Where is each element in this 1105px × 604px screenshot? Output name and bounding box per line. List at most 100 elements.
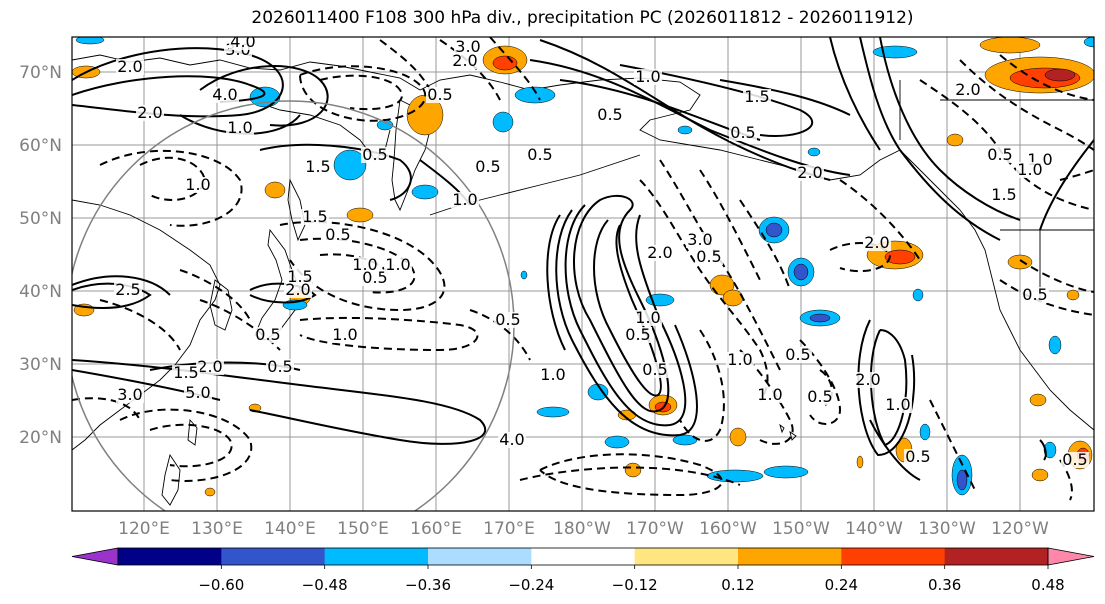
contour-label: 4.0 [212, 85, 237, 104]
colorbar-outline [117, 547, 1049, 566]
contour-label: 0.5 [625, 325, 650, 344]
contour-label-bg [1021, 287, 1049, 303]
contour-label: 1.5 [305, 157, 330, 176]
contour-label-bg [184, 177, 212, 193]
contour-label-bg [324, 227, 352, 243]
contour-label: 0.5 [325, 225, 350, 244]
contour-label: 2.0 [285, 280, 310, 299]
contour-label-bg [854, 372, 882, 388]
contour-label-bg [426, 87, 454, 103]
contour-label: 1.0 [727, 350, 752, 369]
contour-label: 1.0 [1017, 160, 1042, 179]
contour-label: 1.0 [332, 325, 357, 344]
contour-label-bg [526, 147, 554, 163]
longitude-label: 120°E [118, 519, 170, 539]
contour-label: 1.0 [757, 385, 782, 404]
contour-labels: 3.04.02.03.02.02.04.01.01.50.50.51.01.01… [114, 37, 1089, 469]
colorbar-segment [118, 548, 222, 565]
longitude-label: 140°W [845, 519, 903, 539]
colorbar-tick-label: −0.36 [405, 576, 451, 594]
contour-label-bg [384, 257, 412, 273]
contour-label-bg [806, 389, 834, 405]
contour-label: 2.0 [864, 233, 889, 252]
contour-label-bg [1061, 452, 1089, 468]
map-area [72, 37, 1094, 511]
colorbar-segment [634, 548, 739, 565]
contour-label-bg [196, 359, 224, 375]
latitude-label: 70°N [19, 63, 62, 83]
contour-label-bg [634, 69, 662, 85]
contour-label-bg [695, 249, 723, 265]
contour-label-bg [211, 87, 239, 103]
contour-label-bg [361, 147, 389, 163]
contour-label-bg [756, 387, 784, 403]
contour-label: 1.0 [635, 67, 660, 86]
contour-label-bg [304, 159, 332, 175]
contour-label-bg [884, 397, 912, 413]
contour-label-bg [331, 327, 359, 343]
longitude-label: 160°W [699, 519, 757, 539]
colorbar-segment [221, 548, 326, 565]
longitude-label: 130°E [191, 519, 243, 539]
contour-label: 2.5 [115, 280, 140, 299]
latitude-label: 40°N [19, 282, 62, 302]
contour-label-bg [351, 257, 379, 273]
contour-label-bg [451, 192, 479, 208]
colorbar-extend-low [71, 547, 119, 566]
contour-label-bg [784, 347, 812, 363]
contour-label: 2.0 [797, 163, 822, 182]
contour-label: 0.5 [255, 325, 280, 344]
contour-label-bg [990, 187, 1018, 203]
contour-label-bg [596, 107, 624, 123]
contour-label-bg [172, 365, 200, 381]
longitude-label: 170°W [626, 519, 684, 539]
contour-label-bg [624, 327, 652, 343]
contour-label: 1.0 [385, 255, 410, 274]
contour-label: 0.5 [1022, 285, 1047, 304]
contour-label: 0.5 [987, 145, 1012, 164]
contour-label-bg [729, 125, 757, 141]
latitude-label: 60°N [19, 136, 62, 156]
contour-label: 0.5 [696, 247, 721, 266]
dashed-contours [72, 37, 1094, 501]
contour-label: 1.0 [227, 118, 252, 137]
precipitation-fills [72, 37, 1094, 497]
contour-label-bg [726, 352, 754, 368]
contour-label: 1.0 [185, 175, 210, 194]
contour-label: 0.5 [597, 105, 622, 124]
colorbar-segment [428, 548, 532, 565]
colorbar-extend-high [1047, 547, 1095, 566]
colorbar-tick-label: 0.36 [928, 576, 961, 594]
contour-label: 3.0 [117, 385, 142, 404]
contour-label: 0.5 [905, 447, 930, 466]
colorbar-tick-label: 0.48 [1031, 576, 1064, 594]
contour-label-bg [116, 387, 144, 403]
colorbar: −0.60 −0.48 −0.36 −0.24 −0.12 0.12 0.24 0.36 0.4… [71, 547, 1095, 594]
colorbar-segment [841, 548, 946, 565]
colorbar-tick-label: 0.24 [825, 576, 858, 594]
contour-label-bg [634, 310, 662, 326]
contour-label: 2.0 [117, 57, 142, 76]
contour-label-bg [284, 282, 312, 298]
contour-label-bg [498, 432, 526, 448]
contour-label-bg [686, 232, 714, 248]
contour-label: 0.5 [642, 360, 667, 379]
colorbar-segment [531, 548, 636, 565]
contour-label-bg [226, 120, 254, 136]
contour-label: 2.0 [197, 357, 222, 376]
contour-label: 1.5 [991, 185, 1016, 204]
map-content: 3.04.02.03.02.02.04.01.01.50.50.51.01.01… [72, 37, 1094, 511]
contour-label: 0.5 [267, 357, 292, 376]
contour-label-bg [796, 165, 824, 181]
contour-label: 2.0 [137, 103, 162, 122]
colorbar-segment [738, 548, 842, 565]
longitude-labels: 120°E 130°E 140°E 150°E 160°E 170°E 180°W 170°W… [118, 519, 1049, 539]
contour-label-bg [301, 209, 329, 225]
contour-label-bg [286, 269, 314, 285]
contour-label: 5.0 [185, 383, 210, 402]
contour-label: 1.0 [452, 190, 477, 209]
contour-label: 0.5 [730, 123, 755, 142]
contour-label-bg [254, 327, 282, 343]
map-border [71, 36, 1095, 512]
